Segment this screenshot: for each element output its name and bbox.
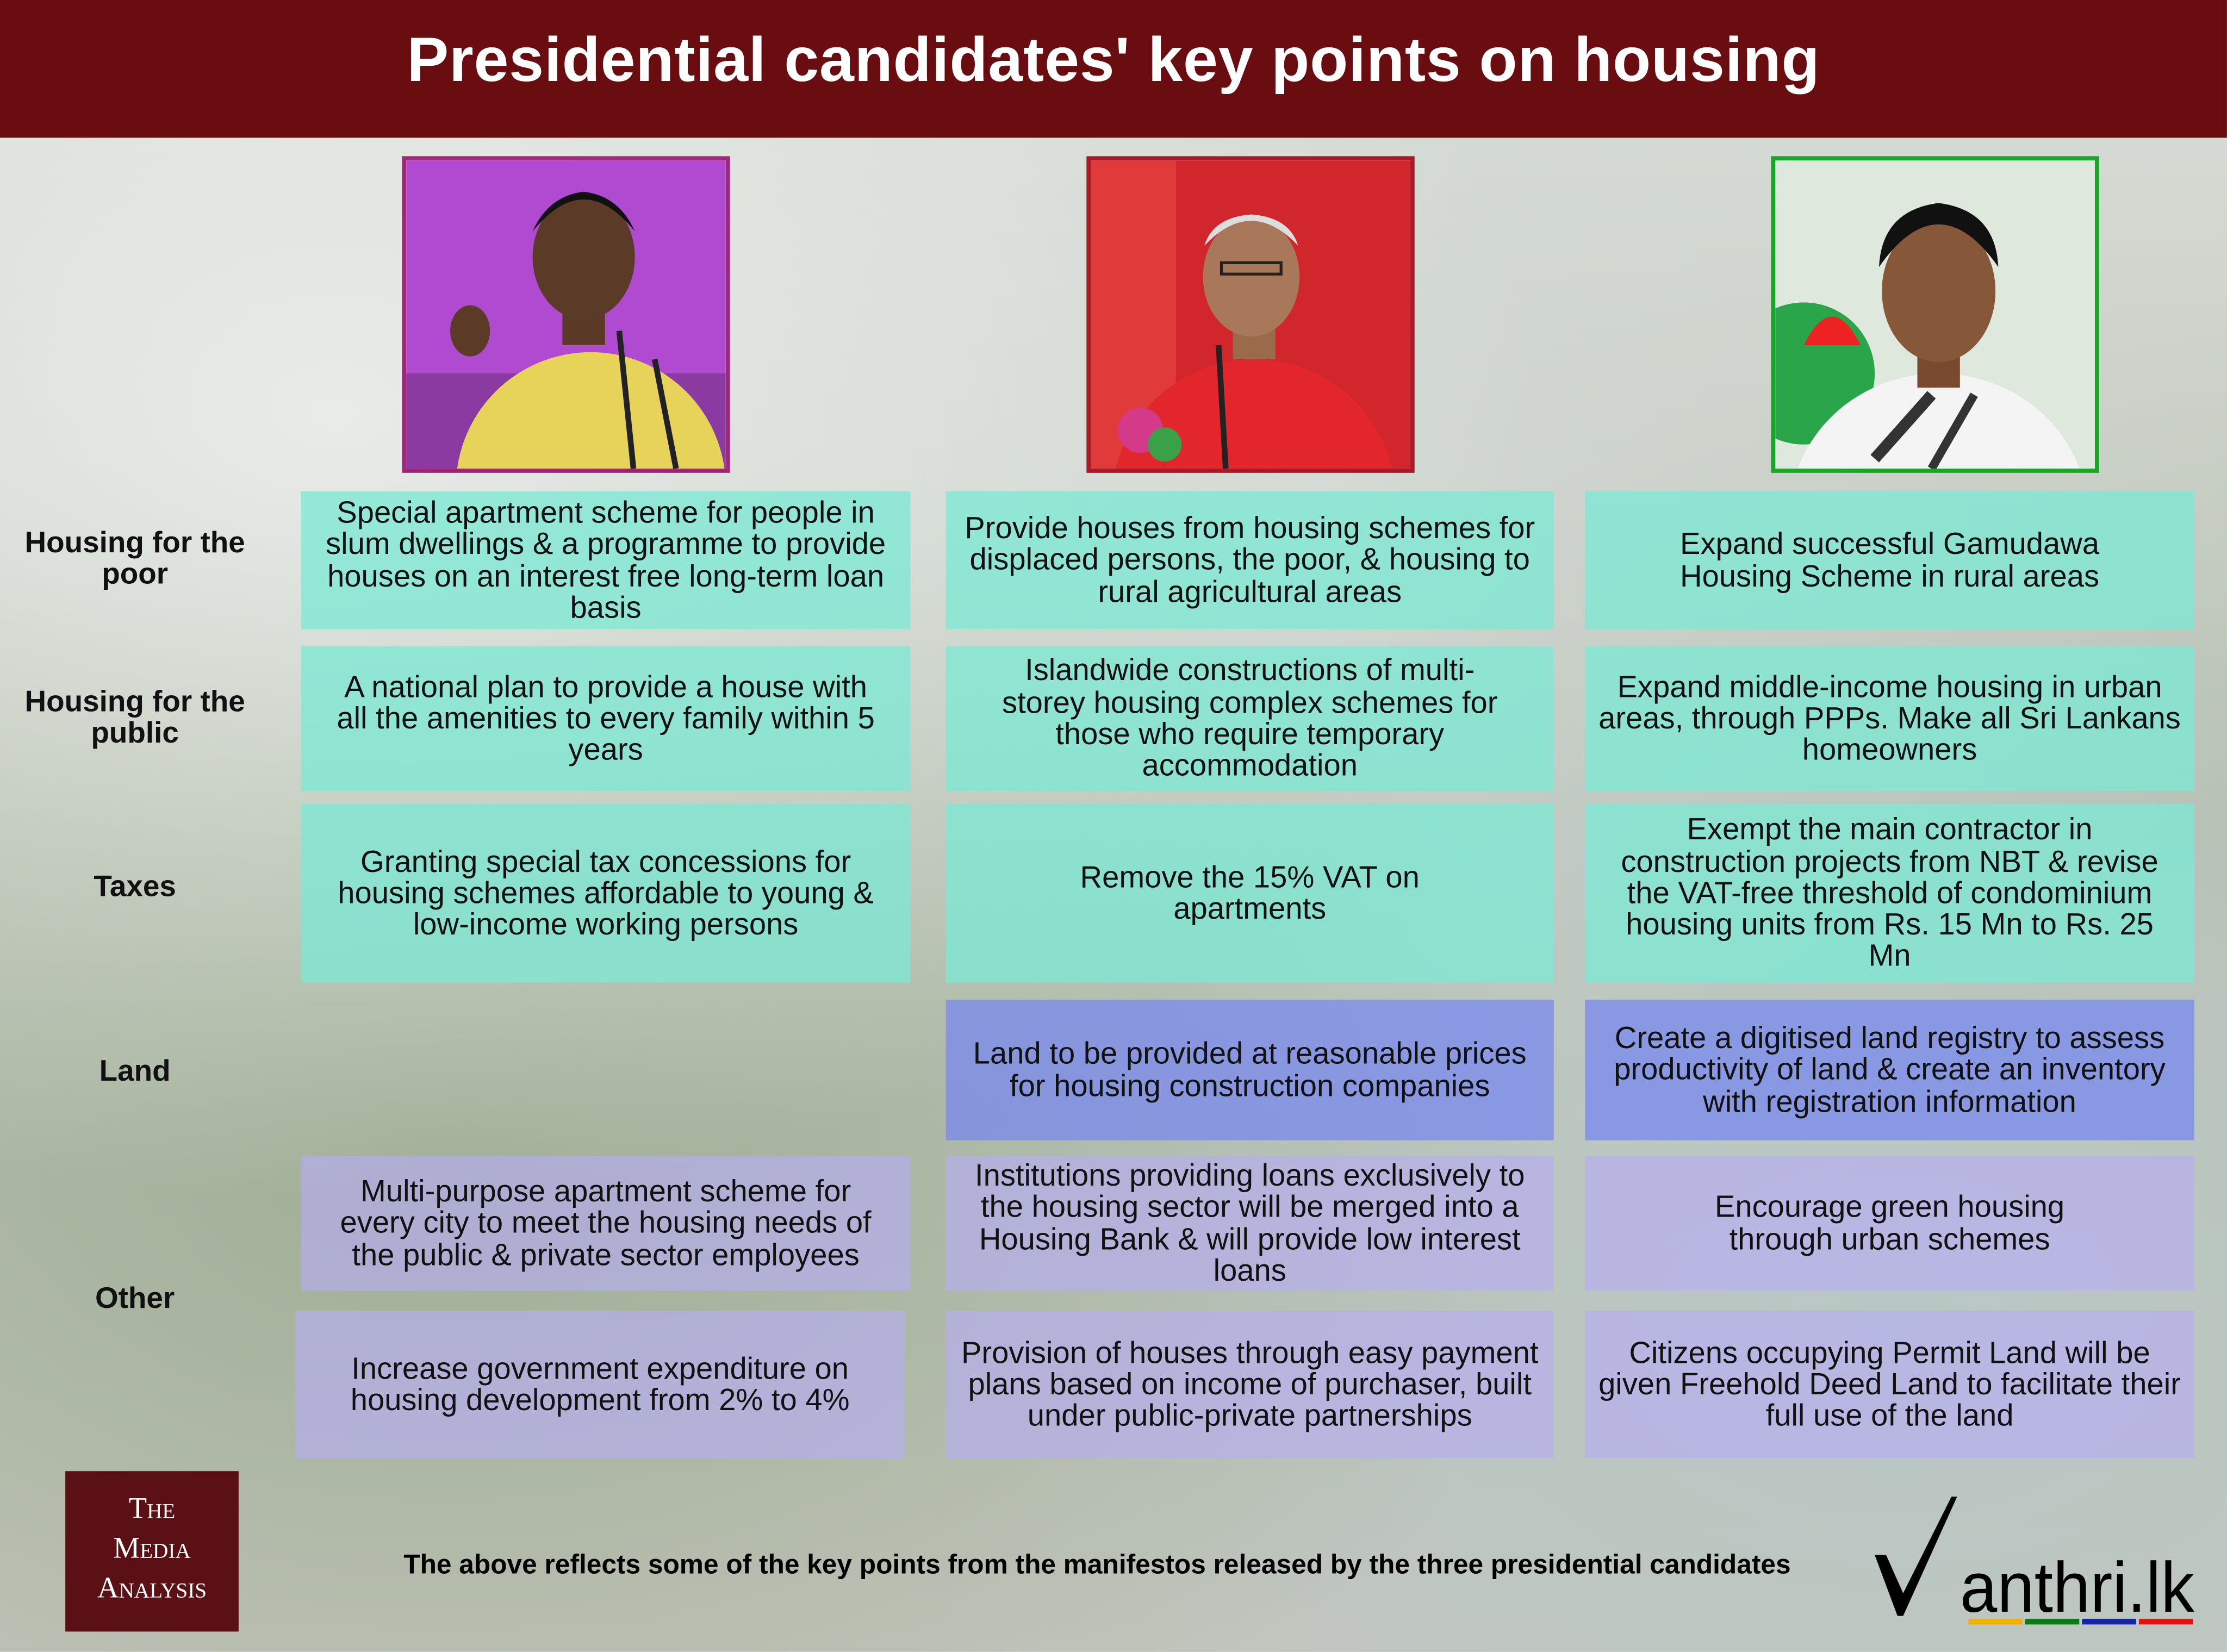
row-label-housing-poor: Housing for the poor [24, 527, 245, 591]
footnote: The above reflects some of the key point… [403, 1550, 1791, 1581]
manthri-wordmark: anthri.lk [1960, 1548, 2195, 1627]
cell-other-2-candidate-2: Provision of houses through easy payment… [945, 1311, 1554, 1458]
cell-other-1-candidate-3: Encourage green housing through urban sc… [1585, 1156, 2194, 1291]
row-label-other: Other [95, 1282, 175, 1315]
row-label-housing-public: Housing for the public [24, 685, 245, 750]
row-label-land: Land [99, 1055, 171, 1088]
cell-poor-candidate-3: Expand successful Gamudawa Housing Schem… [1585, 491, 2194, 629]
cell-other-2-candidate-1: Increase government expenditure on housi… [295, 1311, 905, 1458]
logo-word-analysis: Analysis [97, 1570, 207, 1605]
candidate-2-photo [1086, 156, 1415, 473]
candidate-3-photo [1771, 156, 2099, 473]
logo-word-media: Media [113, 1530, 191, 1565]
manthri-logo: anthri.lk [1872, 1491, 2206, 1633]
candidate-1-photo [402, 156, 730, 473]
cell-public-candidate-2: Islandwide constructions of multi-storey… [945, 646, 1554, 791]
cell-poor-candidate-1: Special apartment scheme for people in s… [301, 491, 911, 629]
cell-other-1-candidate-1: Multi-purpose apartment scheme for every… [301, 1156, 911, 1291]
cell-public-candidate-3: Expand middle-income housing in urban ar… [1585, 646, 2194, 791]
cell-land-candidate-3: Create a digitised land registry to asse… [1585, 999, 2194, 1140]
row-label-taxes: Taxes [94, 870, 176, 903]
the-media-analysis-logo: The Media Analysis [65, 1471, 239, 1632]
logo-word-the: The [128, 1491, 176, 1525]
cell-land-candidate-2: Land to be provided at reasonable prices… [945, 999, 1554, 1140]
cell-other-2-candidate-3: Citizens occupying Permit Land will be g… [1585, 1311, 2194, 1458]
checkmark-icon [1875, 1497, 1957, 1616]
cell-other-1-candidate-2: Institutions providing loans exclusively… [945, 1156, 1554, 1291]
cell-taxes-candidate-1: Granting special tax concessions for hou… [301, 803, 911, 983]
cell-taxes-candidate-2: Remove the 15% VAT on apartments [945, 803, 1554, 983]
cell-poor-candidate-2: Provide houses from housing schemes for … [945, 491, 1554, 629]
header-banner: Presidential candidates' key points on h… [0, 0, 2227, 138]
cell-taxes-candidate-3: Exempt the main contractor in constructi… [1585, 803, 2194, 983]
cell-public-candidate-1: A national plan to provide a house with … [301, 646, 911, 791]
page-title: Presidential candidates' key points on h… [407, 26, 1820, 96]
